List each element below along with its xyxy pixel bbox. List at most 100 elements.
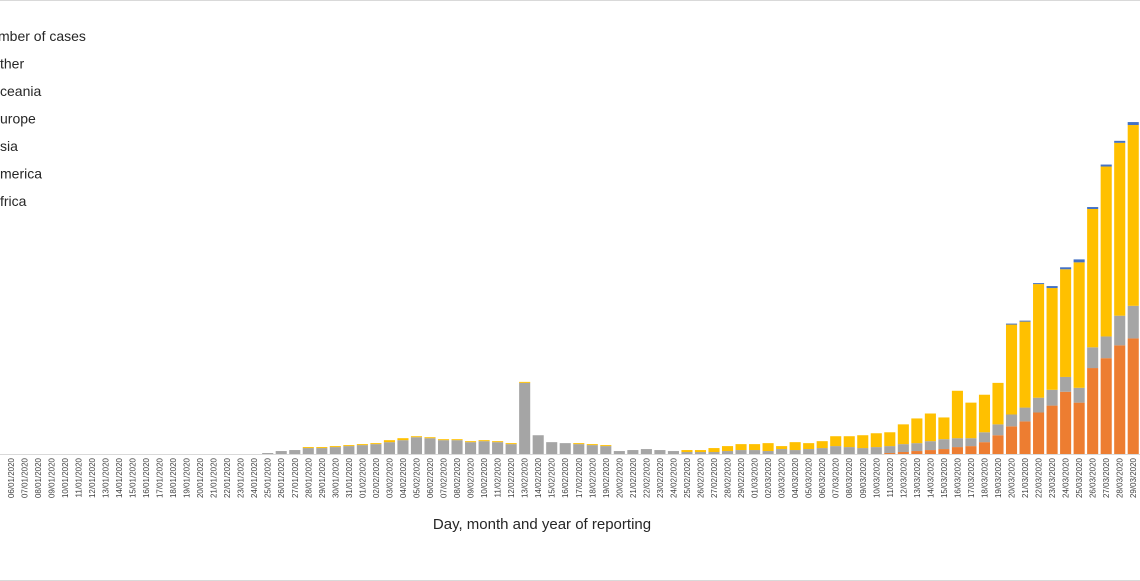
bar-sia-57: [776, 449, 788, 454]
bar-ceania-79: [1073, 259, 1085, 263]
x-tick-label: 24/02/2020: [669, 457, 678, 498]
bar-sia-69: [938, 439, 950, 450]
legend-entry: mber of cases: [0, 28, 86, 44]
bar-urope-37: [505, 443, 517, 445]
legend-entry: ceania: [0, 83, 41, 99]
bar-sia-65: [884, 446, 896, 454]
x-tick-label: 19/01/2020: [183, 457, 192, 498]
bar-urope-70: [951, 390, 963, 439]
x-tick-label: 12/01/2020: [88, 457, 97, 498]
bar-sia-25: [343, 446, 355, 454]
bar-sia-73: [992, 424, 1004, 436]
x-tick-labels: 06/01/2020 07/01/2020 08/01/2020 09/01/2020…: [7, 457, 1138, 498]
x-tick-label: 06/03/2020: [818, 457, 827, 498]
bar-merica-67: [911, 451, 923, 454]
x-tick-label: 18/02/2020: [588, 457, 597, 498]
x-tick-label: 14/02/2020: [534, 457, 543, 498]
bar-urope-65: [884, 432, 896, 447]
bar-sia-21: [289, 450, 301, 454]
legend-entry: frica: [0, 193, 27, 209]
x-tick-label: 13/01/2020: [101, 457, 110, 498]
bar-merica-72: [978, 442, 991, 454]
bar-urope-62: [843, 436, 855, 448]
bar-sia-80: [1087, 347, 1099, 369]
x-tick-label: 23/03/2020: [1048, 457, 1057, 498]
x-tick-label: 07/03/2020: [832, 457, 841, 498]
x-tick-label: 10/01/2020: [61, 457, 70, 498]
bar-sia-35: [478, 441, 490, 454]
bar-sia-55: [749, 450, 761, 454]
bar-sia-48: [654, 450, 666, 454]
bar-ceania-76: [1033, 283, 1045, 285]
bar-sia-39: [532, 435, 544, 454]
bar-urope-80: [1087, 209, 1099, 348]
x-tick-label: 08/02/2020: [453, 457, 462, 498]
bar-urope-66: [897, 424, 909, 445]
bar-sia-41: [559, 443, 571, 454]
x-tick-label: 10/02/2020: [480, 457, 489, 498]
x-tick-label: 09/03/2020: [859, 457, 868, 498]
x-tick-label: 27/02/2020: [710, 457, 719, 498]
x-tick-label: 22/02/2020: [642, 457, 651, 498]
bar-sia-47: [640, 449, 652, 454]
bar-ceania-74: [1005, 323, 1018, 325]
bar-urope-43: [586, 444, 598, 446]
x-tick-label: 16/01/2020: [142, 457, 151, 498]
x-tick-label: 06/01/2020: [7, 457, 16, 498]
x-tick-label: 25/03/2020: [1075, 457, 1084, 498]
bar-urope-64: [870, 433, 882, 448]
bar-urope-29: [397, 438, 409, 441]
bar-sia-59: [803, 449, 815, 454]
x-tick-label: 12/03/2020: [899, 457, 908, 498]
x-tick-label: 15/02/2020: [548, 457, 557, 498]
x-tick-label: 25/01/2020: [264, 457, 273, 498]
x-tick-label: 23/02/2020: [656, 457, 665, 498]
x-tick-label: 19/03/2020: [994, 457, 1003, 498]
bar-sia-82: [1114, 315, 1126, 346]
bar-urope-72: [978, 394, 991, 433]
x-tick-label: 01/03/2020: [751, 457, 760, 498]
x-tick-label: 16/02/2020: [561, 457, 570, 498]
bar-urope-44: [600, 445, 612, 447]
x-tick-label: 05/02/2020: [412, 457, 421, 498]
x-tick-label: 22/01/2020: [223, 457, 232, 498]
bar-urope-24: [329, 446, 341, 448]
bar-sia-37: [505, 444, 517, 454]
bar-sia-79: [1073, 387, 1085, 403]
x-tick-label: 17/03/2020: [967, 457, 976, 498]
x-tick-label: 09/01/2020: [47, 457, 56, 498]
bar-sia-62: [843, 447, 855, 454]
bar-urope-81: [1100, 166, 1112, 337]
bar-urope-71: [965, 402, 977, 439]
x-tick-label: 28/03/2020: [1116, 457, 1125, 498]
bar-sia-68: [924, 441, 936, 451]
bar-sia-78: [1060, 376, 1072, 392]
x-tick-label: 29/01/2020: [318, 457, 327, 498]
bar-urope-57: [776, 446, 788, 450]
x-tick-label: 09/02/2020: [467, 457, 476, 498]
bar-sia-64: [870, 447, 882, 454]
x-tick-label: 28/01/2020: [304, 457, 313, 498]
bar-urope-30: [410, 436, 423, 438]
bar-sia-33: [451, 440, 463, 454]
x-tick-label: 26/02/2020: [696, 457, 705, 498]
x-tick-label: 08/01/2020: [34, 457, 43, 498]
x-tick-label: 04/02/2020: [399, 457, 408, 498]
bar-sia-83: [1127, 305, 1139, 339]
x-tick-label: 31/01/2020: [345, 457, 354, 498]
bar-sia-67: [911, 443, 923, 452]
bar-sia-24: [329, 447, 341, 454]
x-tick-label: 27/03/2020: [1102, 457, 1111, 498]
x-tick-label: 04/03/2020: [791, 457, 800, 498]
bar-sia-34: [465, 442, 477, 454]
bar-merica-80: [1087, 368, 1099, 454]
x-tick-label: 10/03/2020: [872, 457, 881, 498]
bar-merica-82: [1114, 345, 1126, 454]
bar-merica-78: [1060, 391, 1072, 454]
bars-group: [262, 122, 1139, 454]
x-tick-label: 29/03/2020: [1129, 457, 1138, 498]
bar-sia-60: [816, 448, 828, 454]
bar-merica-81: [1100, 358, 1112, 454]
bar-sia-44: [600, 446, 612, 454]
bar-urope-69: [938, 417, 950, 440]
